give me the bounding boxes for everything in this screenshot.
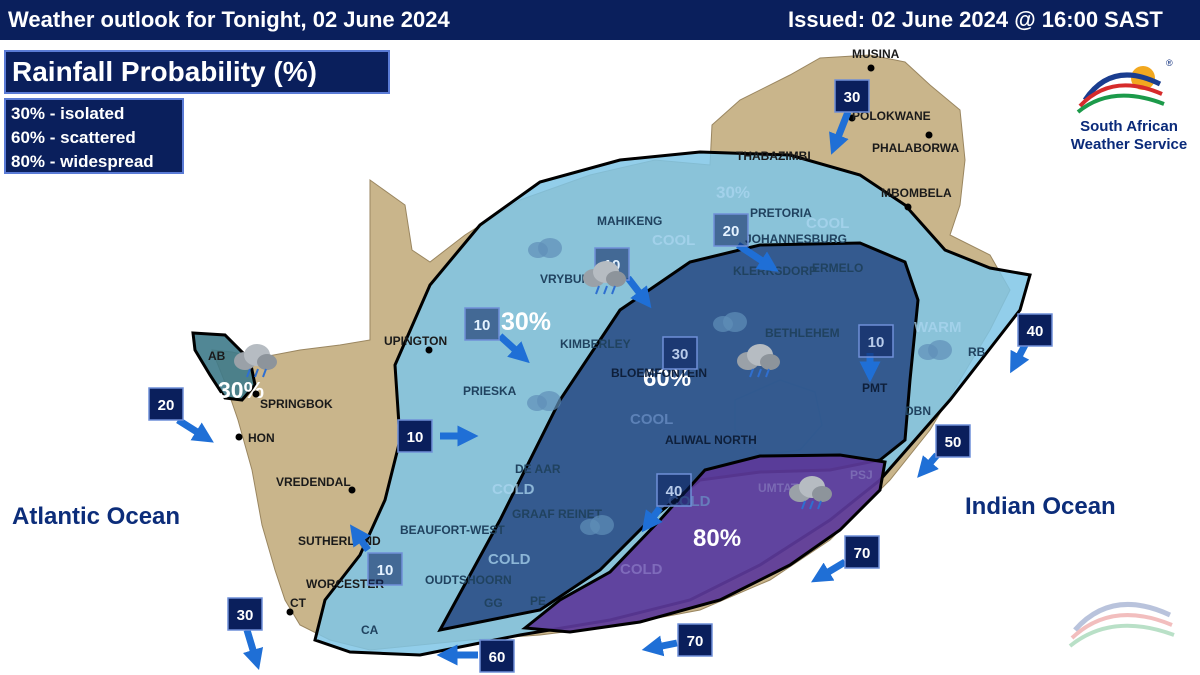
place-label: PMT bbox=[862, 381, 888, 395]
faint-label: COLD bbox=[492, 481, 535, 498]
zone-30-west-coast-area bbox=[191, 331, 257, 402]
place-label: PSJ bbox=[850, 468, 873, 482]
faint-cloud-icon bbox=[918, 340, 952, 360]
faint-label: COOL bbox=[652, 232, 695, 249]
wind-arrow bbox=[917, 452, 940, 478]
place-label: DBN bbox=[905, 404, 931, 418]
place-label: CT bbox=[290, 596, 307, 610]
place-label: HON bbox=[248, 431, 275, 445]
outlook-title: Weather outlook for Tonight, 02 June 202… bbox=[8, 7, 450, 32]
place-label: PHALABORWA bbox=[872, 141, 959, 155]
wind-arrow bbox=[176, 417, 214, 443]
place-label: BEAUFORT-WEST bbox=[400, 523, 505, 537]
place-label: PE bbox=[530, 594, 546, 608]
weather-map: 30% 30% 60% 80% 30% COOL COOL COOL WARM … bbox=[148, 47, 1175, 673]
thunderstorm-icon bbox=[737, 344, 780, 378]
place-label: CA bbox=[361, 623, 379, 637]
place-label: VREDENDAL bbox=[276, 475, 351, 489]
place-label: JOHANNESBURG bbox=[745, 232, 847, 246]
wind-arrow bbox=[829, 110, 852, 155]
place-label: UPINGTON bbox=[384, 334, 447, 348]
wind-speed-box: 30 bbox=[844, 89, 861, 106]
wind-arrow bbox=[1010, 343, 1030, 374]
wind-speed-box: 70 bbox=[854, 545, 871, 562]
faint-label: COOL bbox=[806, 215, 849, 232]
legend-title: Rainfall Probability (%) bbox=[4, 50, 390, 94]
wind-speed-box: 40 bbox=[1027, 323, 1044, 340]
brand-line-2: Weather Service bbox=[1070, 136, 1188, 153]
wind-speed-box: 20 bbox=[158, 397, 175, 414]
indian-ocean-label: Indian Ocean bbox=[965, 493, 1116, 520]
registered-mark: ® bbox=[1166, 58, 1173, 68]
wind-speed-box: 60 bbox=[489, 649, 506, 666]
thunderstorm-icon bbox=[789, 476, 832, 510]
thunderstorm-icon bbox=[234, 344, 277, 378]
faint-cloud-icon bbox=[528, 238, 562, 258]
wind-speed-box: 70 bbox=[687, 633, 704, 650]
place-label: MBOMBELA bbox=[881, 186, 952, 200]
wind-arrow bbox=[242, 628, 264, 671]
place-label: KLERKSDORP bbox=[733, 264, 817, 278]
place-label: ERMELO bbox=[812, 261, 863, 275]
wind-arrow bbox=[349, 524, 371, 553]
place-label: DE AAR bbox=[515, 462, 561, 476]
zone-30-west-coast-label: 30% bbox=[218, 377, 264, 403]
wind-arrow bbox=[625, 275, 652, 309]
wind-arrow bbox=[810, 558, 847, 583]
place-label: GG bbox=[484, 596, 503, 610]
thunderstorm-icon bbox=[583, 261, 626, 295]
place-label: RB bbox=[968, 345, 986, 359]
wind-speed-box: 10 bbox=[868, 334, 885, 351]
wind-speed-box: 30 bbox=[672, 346, 689, 363]
place-label: PRIESKA bbox=[463, 384, 517, 398]
wind-speed-box: 30 bbox=[237, 607, 254, 624]
place-label: WORCESTER bbox=[306, 577, 384, 591]
legend-item: 80% - widespread bbox=[11, 152, 154, 171]
wind-arrows bbox=[176, 110, 1030, 671]
faint-cloud-icon bbox=[527, 391, 561, 411]
place-label: PRETORIA bbox=[750, 206, 812, 220]
faint-label: COLD bbox=[488, 551, 531, 568]
faint-cloud-icon bbox=[713, 312, 747, 332]
zone-80-label: 80% bbox=[693, 525, 741, 552]
faint-label: WARM bbox=[914, 319, 962, 336]
brand-line-1: South African bbox=[1080, 118, 1178, 135]
wind-speed-box: 10 bbox=[407, 429, 424, 446]
place-label: ALIWAL NORTH bbox=[665, 433, 757, 447]
faint-label: 30% bbox=[716, 183, 750, 202]
legend-item: 60% - scattered bbox=[11, 128, 136, 147]
place-label: MAHIKENG bbox=[597, 214, 662, 228]
place-label: MUSINA bbox=[852, 47, 900, 61]
watermark-logo-icon bbox=[1068, 601, 1175, 648]
place-label: SPRINGBOK bbox=[260, 397, 333, 411]
wind-arrow bbox=[641, 505, 663, 533]
place-label: GRAAF REINET bbox=[512, 507, 603, 521]
place-label: KIMBERLEY bbox=[560, 337, 631, 351]
header-bar: Weather outlook for Tonight, 02 June 202… bbox=[0, 0, 1200, 40]
wind-speed-box: 40 bbox=[666, 483, 683, 500]
place-label: AB bbox=[208, 349, 226, 363]
place-label: OUDTSHOORN bbox=[425, 573, 512, 587]
wind-speed-box: 50 bbox=[945, 434, 962, 451]
issued-time: Issued: 02 June 2024 @ 16:00 SAST bbox=[788, 7, 1163, 32]
legend-box: 30% - isolated 60% - scattered 80% - wid… bbox=[4, 98, 184, 174]
zone-30-interior-label: 30% bbox=[501, 308, 551, 336]
faint-label: COLD bbox=[620, 561, 663, 578]
legend-item: 30% - isolated bbox=[11, 104, 125, 123]
saws-logo-icon bbox=[1076, 66, 1165, 114]
wind-arrow bbox=[497, 333, 530, 364]
faint-cloud-icon bbox=[580, 515, 614, 535]
wind-speed-box: 20 bbox=[723, 223, 740, 240]
wind-speed-box: 10 bbox=[474, 317, 491, 334]
faint-label: COOL bbox=[630, 411, 673, 428]
place-label: THABAZIMBI bbox=[736, 149, 811, 163]
wind-arrow bbox=[641, 635, 678, 657]
atlantic-ocean-label: Atlantic Ocean bbox=[12, 503, 181, 530]
wind-speed-box: 10 bbox=[377, 562, 394, 579]
saws-brand: South African Weather Service bbox=[1062, 118, 1196, 154]
place-label: POLOKWANE bbox=[852, 109, 931, 123]
wind-arrow bbox=[736, 242, 779, 272]
place-label: BETHLEHEM bbox=[765, 326, 840, 340]
